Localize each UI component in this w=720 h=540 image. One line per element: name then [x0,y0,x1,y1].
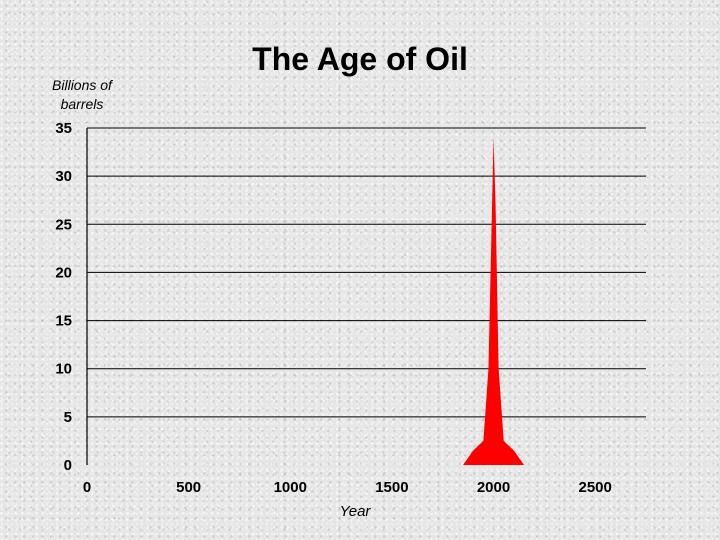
y-tick-label: 25 [55,216,72,233]
x-axis-label: Year [340,503,372,520]
y-tick-label: 20 [55,264,72,281]
x-tick-label: 0 [83,479,91,496]
y-tick-label: 10 [55,361,72,378]
x-tick-label: 2000 [477,479,510,496]
y-axis-label-line-2: barrels [61,96,104,112]
y-tick-label: 5 [64,409,72,426]
y-tick-label: 35 [55,120,72,137]
x-tick-label: 1500 [375,479,408,496]
plot-area [463,137,525,465]
x-tick-labels: 0 500 1000 1500 2000 2500 [83,479,612,496]
y-axis-label-line-1: Billions of [52,77,114,93]
y-tick-labels: 0 5 10 15 20 25 30 35 [55,120,72,474]
chart-title: The Age of Oil [252,41,468,77]
y-tick-label: 30 [55,168,72,185]
y-tick-label: 15 [55,313,72,330]
gridlines [87,127,646,418]
x-tick-label: 1000 [274,479,307,496]
x-tick-label: 2500 [578,479,611,496]
x-tick-label: 500 [176,479,201,496]
y-tick-label: 0 [64,457,72,474]
series-area-0 [463,137,525,465]
